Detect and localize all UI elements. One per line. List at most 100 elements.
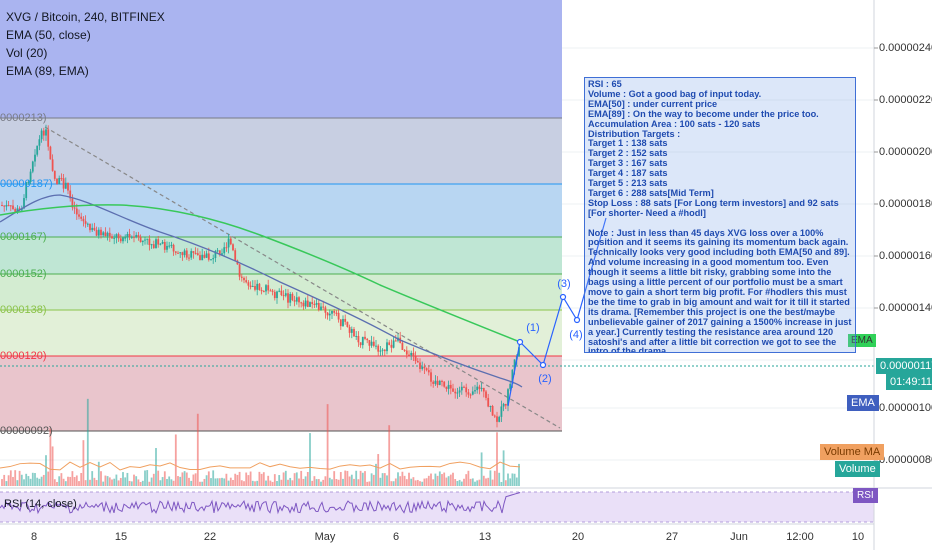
volume-bar [463, 478, 465, 486]
volume-bar [159, 480, 162, 486]
candle-body [91, 227, 94, 231]
volume-bar [67, 476, 69, 486]
candle-body [265, 285, 267, 292]
fib-label-120: 0000120) [0, 350, 47, 362]
legend-ema-89[interactable]: EMA (89, EMA) [6, 64, 89, 78]
candle-body [491, 406, 494, 416]
volume-bar [333, 471, 336, 486]
volume-bar [287, 479, 289, 486]
candle-body [456, 392, 459, 394]
volume-bar [339, 472, 342, 486]
volume-bar [377, 454, 380, 486]
volume-bar [16, 480, 19, 486]
volume-bar [20, 474, 23, 486]
time-tick: 12:00 [786, 531, 814, 543]
volume-bar [93, 477, 96, 486]
volume-bar [361, 472, 364, 486]
volume-bar [45, 455, 47, 486]
candle-body [383, 349, 386, 352]
volume-bar [410, 478, 413, 486]
candle-body [295, 297, 298, 302]
volume-bar [430, 473, 432, 486]
volume-bar [353, 478, 355, 486]
candle-body [201, 254, 204, 261]
volume-bar [152, 473, 155, 486]
time-tick: 6 [392, 531, 400, 543]
candle-body [205, 253, 208, 258]
volume-bar [326, 404, 329, 486]
candle-body [12, 205, 14, 209]
candle-body [249, 285, 252, 288]
volume-bar [64, 481, 67, 486]
candle-body [192, 251, 195, 253]
candle-body [56, 178, 58, 184]
volume-bar [177, 476, 179, 486]
candle-body [260, 290, 263, 292]
volume-bar [139, 481, 142, 486]
volume-bar [38, 478, 41, 486]
volume-bar [465, 474, 468, 486]
volume-bar [227, 480, 230, 486]
legend-volume[interactable]: Vol (20) [6, 46, 48, 60]
candle-body [427, 370, 430, 373]
candle-body [471, 391, 474, 395]
candle-body [269, 290, 272, 292]
volume-bar [40, 476, 43, 486]
volume-bar [9, 470, 12, 486]
legend-ema-50[interactable]: EMA (50, close) [6, 28, 91, 42]
candle-body [161, 241, 164, 244]
volume-bar [300, 470, 303, 486]
candle-body [115, 234, 118, 238]
candle-body [465, 387, 468, 393]
volume-bar [69, 476, 72, 486]
volume-bar [258, 471, 261, 486]
candle-body [361, 336, 364, 346]
price-tick: 0.00000160 [879, 250, 932, 262]
volume-bar [119, 477, 122, 486]
candle-body [344, 318, 347, 322]
volume-bar [89, 479, 91, 486]
volume-bar [207, 471, 210, 486]
volume-bar [502, 450, 505, 486]
time-tick: 27 [665, 531, 679, 543]
price-tick: 0.00000180 [879, 198, 932, 210]
note-line: Target 6 : 288 sats[Mid Term] [588, 187, 714, 198]
volume-bar [493, 470, 496, 486]
candle-body [64, 182, 67, 189]
candle-body [29, 171, 32, 182]
candle-body [388, 342, 391, 345]
candle-body [100, 229, 102, 236]
candle-body [157, 239, 160, 245]
volume-bar [172, 480, 175, 486]
volume-bar [113, 478, 116, 486]
volume-bar [467, 470, 470, 486]
volume-bar [412, 477, 415, 486]
volume-bar [223, 478, 226, 486]
volume-bar [214, 478, 217, 486]
volume-bar [53, 479, 56, 486]
candle-body [463, 386, 465, 388]
volume-bar [273, 474, 276, 486]
note-line: EMA[50] : under current price [588, 98, 718, 109]
volume-bar [95, 480, 98, 486]
volume-bar [427, 475, 430, 486]
analysis-note-box[interactable]: RSI : 65 Volume : Got a good bag of inpu… [584, 77, 856, 353]
candle-body [377, 345, 380, 352]
volume-bar [284, 470, 287, 486]
volume-bar [111, 479, 113, 486]
candle-body [353, 329, 355, 337]
volume-bar [405, 479, 408, 486]
volume-bar [383, 473, 386, 486]
volume-bar [124, 477, 127, 486]
volume-bar [80, 472, 83, 486]
volume-bar [452, 472, 454, 486]
note-line: RSI : 65 [588, 79, 622, 89]
volume-bar [392, 481, 395, 486]
candle-body [320, 306, 322, 311]
volume-bar [518, 463, 520, 486]
volume-bar [78, 481, 80, 486]
rsi-legend[interactable]: RSI (14, close) [4, 498, 77, 510]
volume-bar [302, 478, 305, 486]
candle-body [36, 145, 39, 155]
